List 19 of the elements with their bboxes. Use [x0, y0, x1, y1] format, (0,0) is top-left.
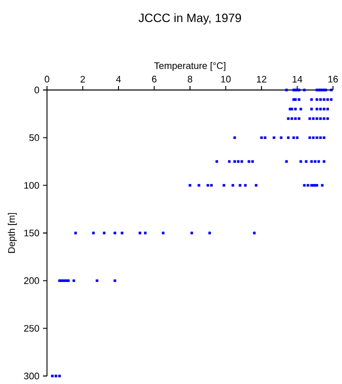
chart-title: JCCC in May, 1979: [138, 13, 242, 25]
y-axis-title: Depth [m]: [8, 213, 17, 253]
x-tick-label: 6: [152, 76, 157, 82]
x-tick-label: 0: [44, 76, 50, 82]
x-tick-label: 2: [80, 76, 86, 82]
y-tick-label: 100: [24, 182, 40, 189]
x-tick-label: 8: [188, 76, 192, 82]
y-tick-label: 150: [24, 230, 40, 236]
x-tick-label: 12: [257, 76, 267, 82]
x-tick-label: 16: [328, 76, 338, 82]
x-axis-title: Temperature [°C]: [154, 62, 226, 71]
x-tick-label: 4: [116, 76, 122, 82]
x-tick-label: 10: [221, 76, 231, 82]
y-tick-label: 200: [24, 277, 40, 284]
y-tick-label: 250: [24, 324, 40, 332]
x-tick-label: 14: [292, 76, 302, 82]
y-tick-label: 300: [24, 372, 40, 380]
y-tick-label: 0: [34, 86, 40, 94]
y-tick-label: 50: [29, 134, 40, 142]
